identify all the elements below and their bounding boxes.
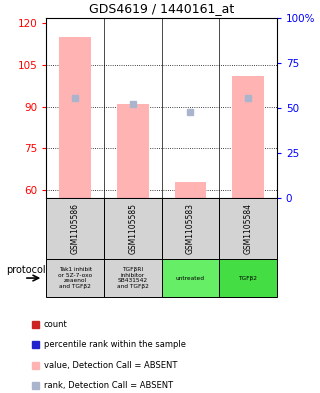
Bar: [162, 259, 219, 297]
Text: GSM1105583: GSM1105583: [186, 204, 195, 254]
Bar: [46, 198, 104, 259]
Text: GSM1105586: GSM1105586: [71, 204, 80, 254]
Bar: [104, 259, 162, 297]
Text: count: count: [44, 320, 68, 329]
Text: TGFβRI
inhibitor
SB431542
and TGFβ2: TGFβRI inhibitor SB431542 and TGFβ2: [117, 267, 149, 289]
Bar: [219, 198, 277, 259]
Text: GSM1105585: GSM1105585: [128, 204, 137, 254]
Bar: [104, 198, 162, 259]
Text: untreated: untreated: [176, 275, 205, 281]
Bar: [162, 198, 219, 259]
Bar: [219, 259, 277, 297]
Bar: [175, 182, 206, 198]
Title: GDS4619 / 1440161_at: GDS4619 / 1440161_at: [89, 2, 234, 15]
Text: Tak1 inhibit
or 5Z-7-oxo
zeaenol
and TGFβ2: Tak1 inhibit or 5Z-7-oxo zeaenol and TGF…: [58, 267, 92, 289]
Text: rank, Detection Call = ABSENT: rank, Detection Call = ABSENT: [44, 381, 173, 390]
Text: protocol: protocol: [6, 265, 46, 275]
Bar: [117, 104, 149, 198]
Bar: [232, 76, 264, 198]
Bar: [60, 37, 91, 198]
Text: GSM1105584: GSM1105584: [244, 204, 252, 254]
Bar: [46, 259, 104, 297]
Text: value, Detection Call = ABSENT: value, Detection Call = ABSENT: [44, 361, 177, 369]
Text: percentile rank within the sample: percentile rank within the sample: [44, 340, 186, 349]
Text: TGFβ2: TGFβ2: [238, 275, 258, 281]
